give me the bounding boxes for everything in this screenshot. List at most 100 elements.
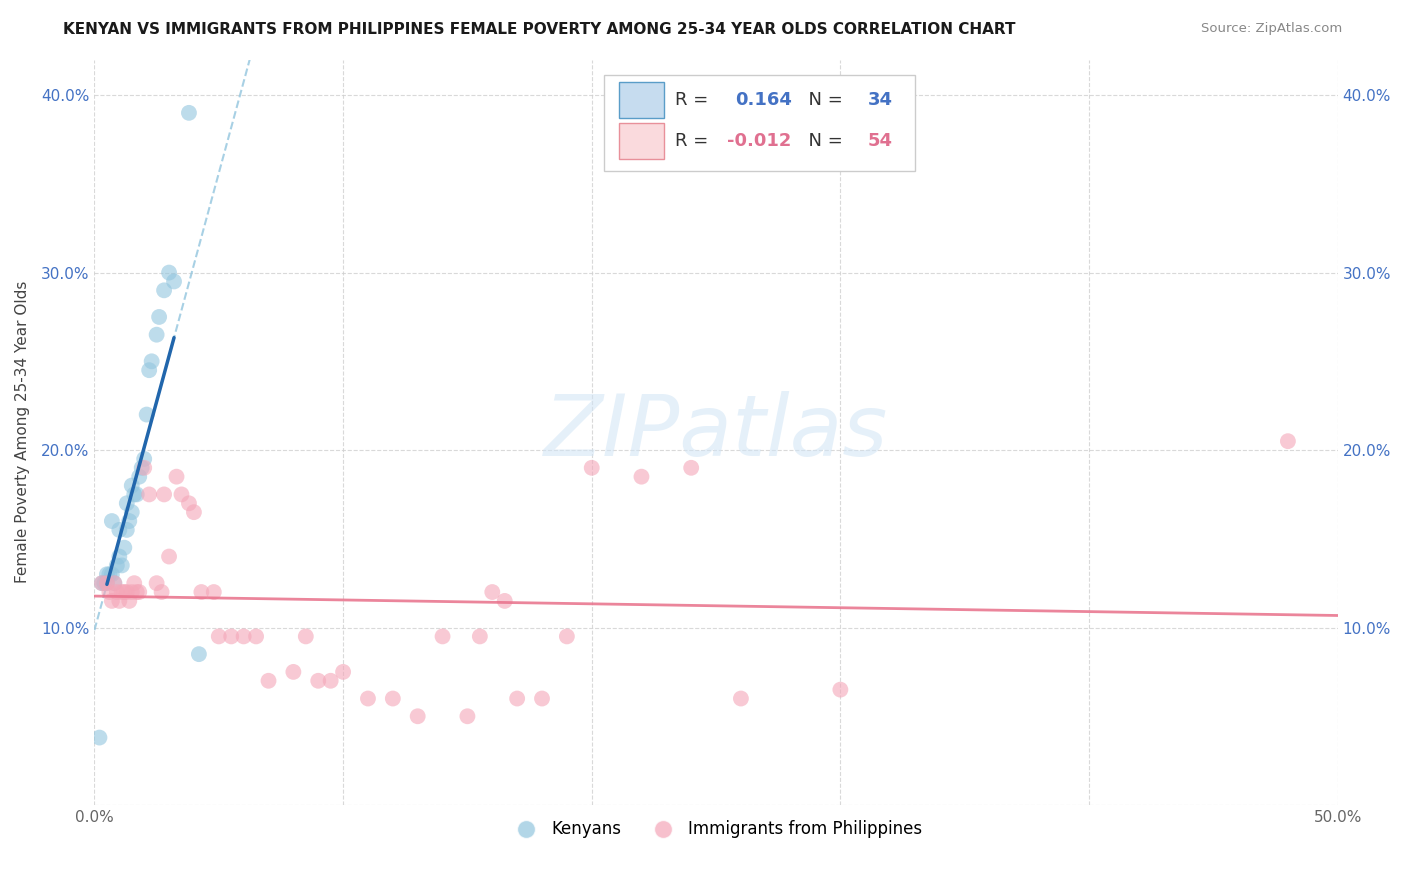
Point xyxy=(101,594,124,608)
Point xyxy=(134,451,156,466)
Point xyxy=(125,487,148,501)
Point xyxy=(157,266,180,280)
Point xyxy=(177,496,200,510)
FancyBboxPatch shape xyxy=(619,82,664,118)
Point xyxy=(108,549,131,564)
Point xyxy=(177,106,200,120)
Point xyxy=(148,310,170,324)
Point xyxy=(187,647,209,661)
Point xyxy=(681,460,703,475)
Point xyxy=(128,469,150,483)
Point xyxy=(494,594,516,608)
Text: R =: R = xyxy=(675,91,720,109)
Point xyxy=(630,469,652,483)
Point xyxy=(232,629,254,643)
Point xyxy=(112,541,135,555)
Point xyxy=(122,487,145,501)
FancyBboxPatch shape xyxy=(619,123,664,159)
Point xyxy=(581,460,603,475)
Point xyxy=(131,460,153,475)
Point xyxy=(190,585,212,599)
Point xyxy=(150,585,173,599)
Point xyxy=(153,487,176,501)
Point xyxy=(121,478,143,492)
Point xyxy=(245,629,267,643)
Point xyxy=(481,585,503,599)
Point xyxy=(118,514,141,528)
Point xyxy=(283,665,305,679)
Point xyxy=(730,691,752,706)
Point xyxy=(112,585,135,599)
Point xyxy=(157,549,180,564)
Point xyxy=(115,496,138,510)
Point xyxy=(103,576,125,591)
Point xyxy=(121,585,143,599)
Point xyxy=(134,460,156,475)
Point xyxy=(90,576,112,591)
Point xyxy=(145,576,167,591)
Text: N =: N = xyxy=(797,91,848,109)
Point xyxy=(108,594,131,608)
Point xyxy=(125,585,148,599)
Text: 54: 54 xyxy=(868,132,893,150)
Point xyxy=(307,673,329,688)
Y-axis label: Female Poverty Among 25-34 Year Olds: Female Poverty Among 25-34 Year Olds xyxy=(15,281,30,583)
Point xyxy=(90,576,112,591)
Point xyxy=(96,576,118,591)
Point xyxy=(105,558,128,573)
Point xyxy=(530,691,553,706)
Point xyxy=(183,505,205,519)
Text: 0.164: 0.164 xyxy=(735,91,792,109)
Point xyxy=(555,629,578,643)
Point xyxy=(135,408,157,422)
Point xyxy=(208,629,231,643)
Point xyxy=(163,275,186,289)
Point xyxy=(111,585,134,599)
Point xyxy=(257,673,280,688)
Point xyxy=(138,363,160,377)
Text: R =: R = xyxy=(675,132,714,150)
Point xyxy=(128,585,150,599)
Point xyxy=(122,576,145,591)
Point xyxy=(170,487,193,501)
Point xyxy=(101,567,124,582)
FancyBboxPatch shape xyxy=(605,75,915,171)
Point xyxy=(138,487,160,501)
Text: KENYAN VS IMMIGRANTS FROM PHILIPPINES FEMALE POVERTY AMONG 25-34 YEAR OLDS CORRE: KENYAN VS IMMIGRANTS FROM PHILIPPINES FE… xyxy=(63,22,1015,37)
Point xyxy=(121,505,143,519)
Point xyxy=(506,691,529,706)
Point xyxy=(141,354,163,368)
Point xyxy=(93,576,115,591)
Point xyxy=(89,731,111,745)
Point xyxy=(202,585,225,599)
Point xyxy=(111,558,134,573)
Point xyxy=(432,629,454,643)
Point xyxy=(332,665,354,679)
Point xyxy=(295,629,318,643)
Point xyxy=(166,469,188,483)
Legend: Kenyans, Immigrants from Philippines: Kenyans, Immigrants from Philippines xyxy=(503,814,929,845)
Point xyxy=(115,523,138,537)
Text: 34: 34 xyxy=(868,91,893,109)
Point xyxy=(456,709,478,723)
Point xyxy=(118,594,141,608)
Text: Source: ZipAtlas.com: Source: ZipAtlas.com xyxy=(1202,22,1343,36)
Point xyxy=(108,523,131,537)
Point xyxy=(105,585,128,599)
Point xyxy=(98,567,121,582)
Point xyxy=(145,327,167,342)
Point xyxy=(406,709,429,723)
Point xyxy=(381,691,404,706)
Text: N =: N = xyxy=(797,132,848,150)
Point xyxy=(96,567,118,582)
Point xyxy=(103,576,125,591)
Point xyxy=(101,514,124,528)
Text: -0.012: -0.012 xyxy=(727,132,792,150)
Point xyxy=(98,585,121,599)
Point xyxy=(319,673,342,688)
Point xyxy=(830,682,852,697)
Point xyxy=(153,283,176,297)
Point xyxy=(219,629,242,643)
Point xyxy=(357,691,380,706)
Point xyxy=(468,629,491,643)
